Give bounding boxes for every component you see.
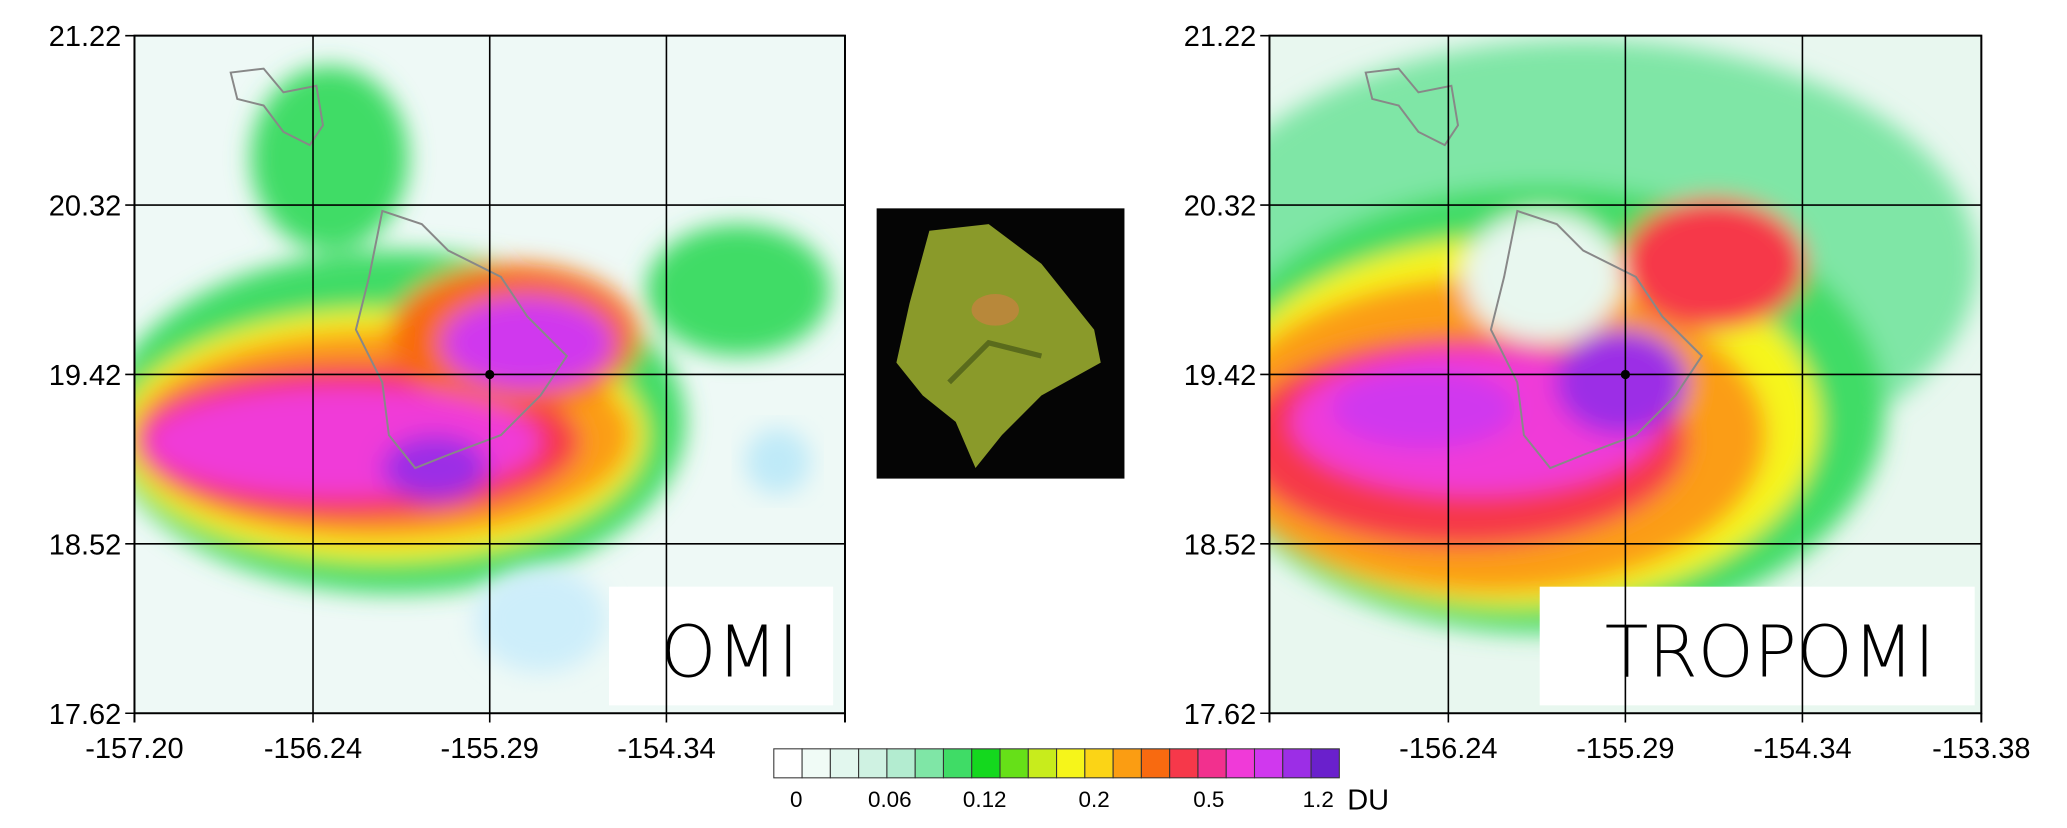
colorbar-swatch — [1225, 748, 1256, 779]
colorbar-swatch — [773, 748, 803, 779]
colorbar-label: 0 — [790, 787, 802, 812]
x-tick-label: -157.20 — [85, 733, 183, 765]
y-tick-label: 21.22 — [1184, 21, 1257, 53]
label-box — [1539, 586, 1975, 706]
x-tick-label: -153.38 — [1932, 733, 2030, 765]
colorbar-label: 0.5 — [1193, 787, 1224, 812]
colorbar-swatch — [999, 748, 1029, 779]
y-tick-label: 21.22 — [49, 21, 122, 53]
coastlines — [229, 67, 1704, 470]
panel-label: OMI — [660, 610, 798, 693]
colorbar-swatch — [1027, 748, 1058, 779]
colorbar-swatch — [1112, 748, 1142, 779]
panel-label: TROPOMI — [1605, 610, 1935, 693]
y-tick-label: 18.52 — [1184, 529, 1257, 561]
x-tick-label: -155.29 — [441, 733, 539, 765]
colorbar-swatch — [1084, 748, 1114, 779]
colorbar-swatch — [886, 748, 916, 779]
y-tick-label: 19.42 — [1184, 360, 1257, 392]
y-tick-label: 20.32 — [49, 191, 122, 223]
colorbar-swatch — [1140, 748, 1171, 779]
vent-marker — [485, 369, 495, 380]
y-tick-label: 20.32 — [1184, 191, 1257, 223]
colorbar-swatch — [801, 748, 831, 779]
x-tick-label: -154.34 — [617, 733, 715, 765]
vent-marker — [1620, 369, 1631, 380]
colorbar-swatch — [829, 748, 860, 779]
colorbar-swatch — [1310, 748, 1340, 779]
colorbar-label: 1.2 — [1303, 787, 1334, 812]
colorbar-swatch — [1197, 748, 1227, 779]
inset-image — [876, 208, 1125, 479]
colorbar-swatch — [858, 748, 888, 779]
x-tick-label: -156.24 — [1399, 733, 1497, 765]
y-tick-label: 18.52 — [49, 529, 122, 561]
y-tick-label: 19.42 — [49, 360, 122, 392]
colorbar-swatch — [914, 748, 944, 779]
y-tick-label: 17.62 — [1184, 699, 1257, 731]
colorbar-swatch — [1056, 748, 1086, 779]
colorbar-swatch — [1253, 748, 1284, 779]
colorbar-swatch — [1169, 748, 1199, 779]
y-tick-label: 17.62 — [49, 699, 122, 731]
x-tick-label: -156.24 — [264, 733, 362, 765]
label-box — [609, 586, 834, 706]
colorbar-label: 0.06 — [868, 787, 912, 812]
x-tick-label: -154.34 — [1753, 733, 1851, 765]
colorbar-swatch — [1282, 748, 1312, 779]
colorbar-label: 0.2 — [1079, 787, 1110, 812]
colorbar-swatch — [971, 748, 1001, 779]
colorbar-swatch — [942, 748, 973, 779]
colorbar-label: 0.12 — [963, 787, 1007, 812]
x-tick-label: -155.29 — [1576, 733, 1674, 765]
colorbar-unit: DU — [1347, 784, 1389, 816]
